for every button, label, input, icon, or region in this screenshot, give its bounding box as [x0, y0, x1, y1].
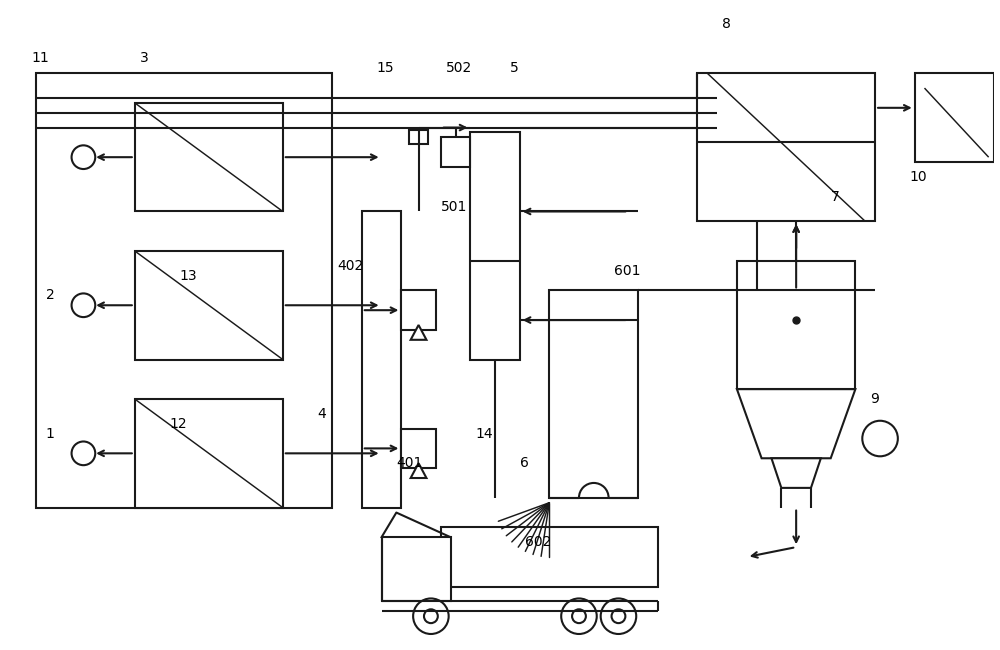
Polygon shape — [549, 291, 638, 498]
Text: 1: 1 — [46, 426, 55, 441]
Bar — [401, 428, 436, 468]
Circle shape — [862, 421, 898, 456]
Bar — [697, 73, 875, 222]
Text: 7: 7 — [831, 190, 839, 203]
Bar — [470, 133, 520, 359]
Text: 3: 3 — [140, 51, 148, 66]
Text: 10: 10 — [910, 170, 927, 184]
Text: 2: 2 — [46, 289, 55, 302]
Circle shape — [601, 599, 636, 634]
Bar — [382, 538, 451, 601]
Bar — [135, 103, 283, 211]
Polygon shape — [737, 389, 855, 458]
Circle shape — [72, 441, 95, 465]
Text: 402: 402 — [337, 259, 363, 273]
Text: 12: 12 — [169, 417, 187, 431]
Circle shape — [72, 146, 95, 169]
Text: 501: 501 — [441, 200, 467, 214]
Circle shape — [413, 599, 449, 634]
Bar — [36, 73, 332, 508]
Bar — [441, 527, 658, 586]
Text: 13: 13 — [179, 268, 197, 283]
Bar — [135, 399, 283, 508]
Bar — [135, 251, 283, 359]
Bar — [362, 211, 401, 508]
Circle shape — [561, 599, 597, 634]
Text: 6: 6 — [520, 456, 529, 470]
Circle shape — [424, 609, 438, 623]
Bar — [915, 73, 994, 162]
Bar — [441, 137, 470, 167]
Bar — [401, 291, 436, 330]
Text: 11: 11 — [31, 51, 49, 66]
Text: 14: 14 — [475, 426, 493, 441]
Polygon shape — [411, 463, 426, 478]
Bar — [737, 261, 855, 389]
Circle shape — [572, 609, 586, 623]
Text: 8: 8 — [722, 17, 731, 31]
Bar — [409, 129, 428, 144]
Text: 5: 5 — [510, 61, 519, 75]
Polygon shape — [771, 458, 821, 488]
Circle shape — [72, 293, 95, 317]
Text: 601: 601 — [614, 264, 640, 278]
Text: 9: 9 — [870, 392, 879, 406]
Text: 4: 4 — [317, 407, 326, 421]
Text: 15: 15 — [377, 61, 394, 75]
Text: 401: 401 — [396, 456, 423, 470]
Polygon shape — [411, 325, 426, 340]
Text: 602: 602 — [525, 535, 551, 549]
Text: 502: 502 — [446, 61, 472, 75]
Circle shape — [612, 609, 625, 623]
